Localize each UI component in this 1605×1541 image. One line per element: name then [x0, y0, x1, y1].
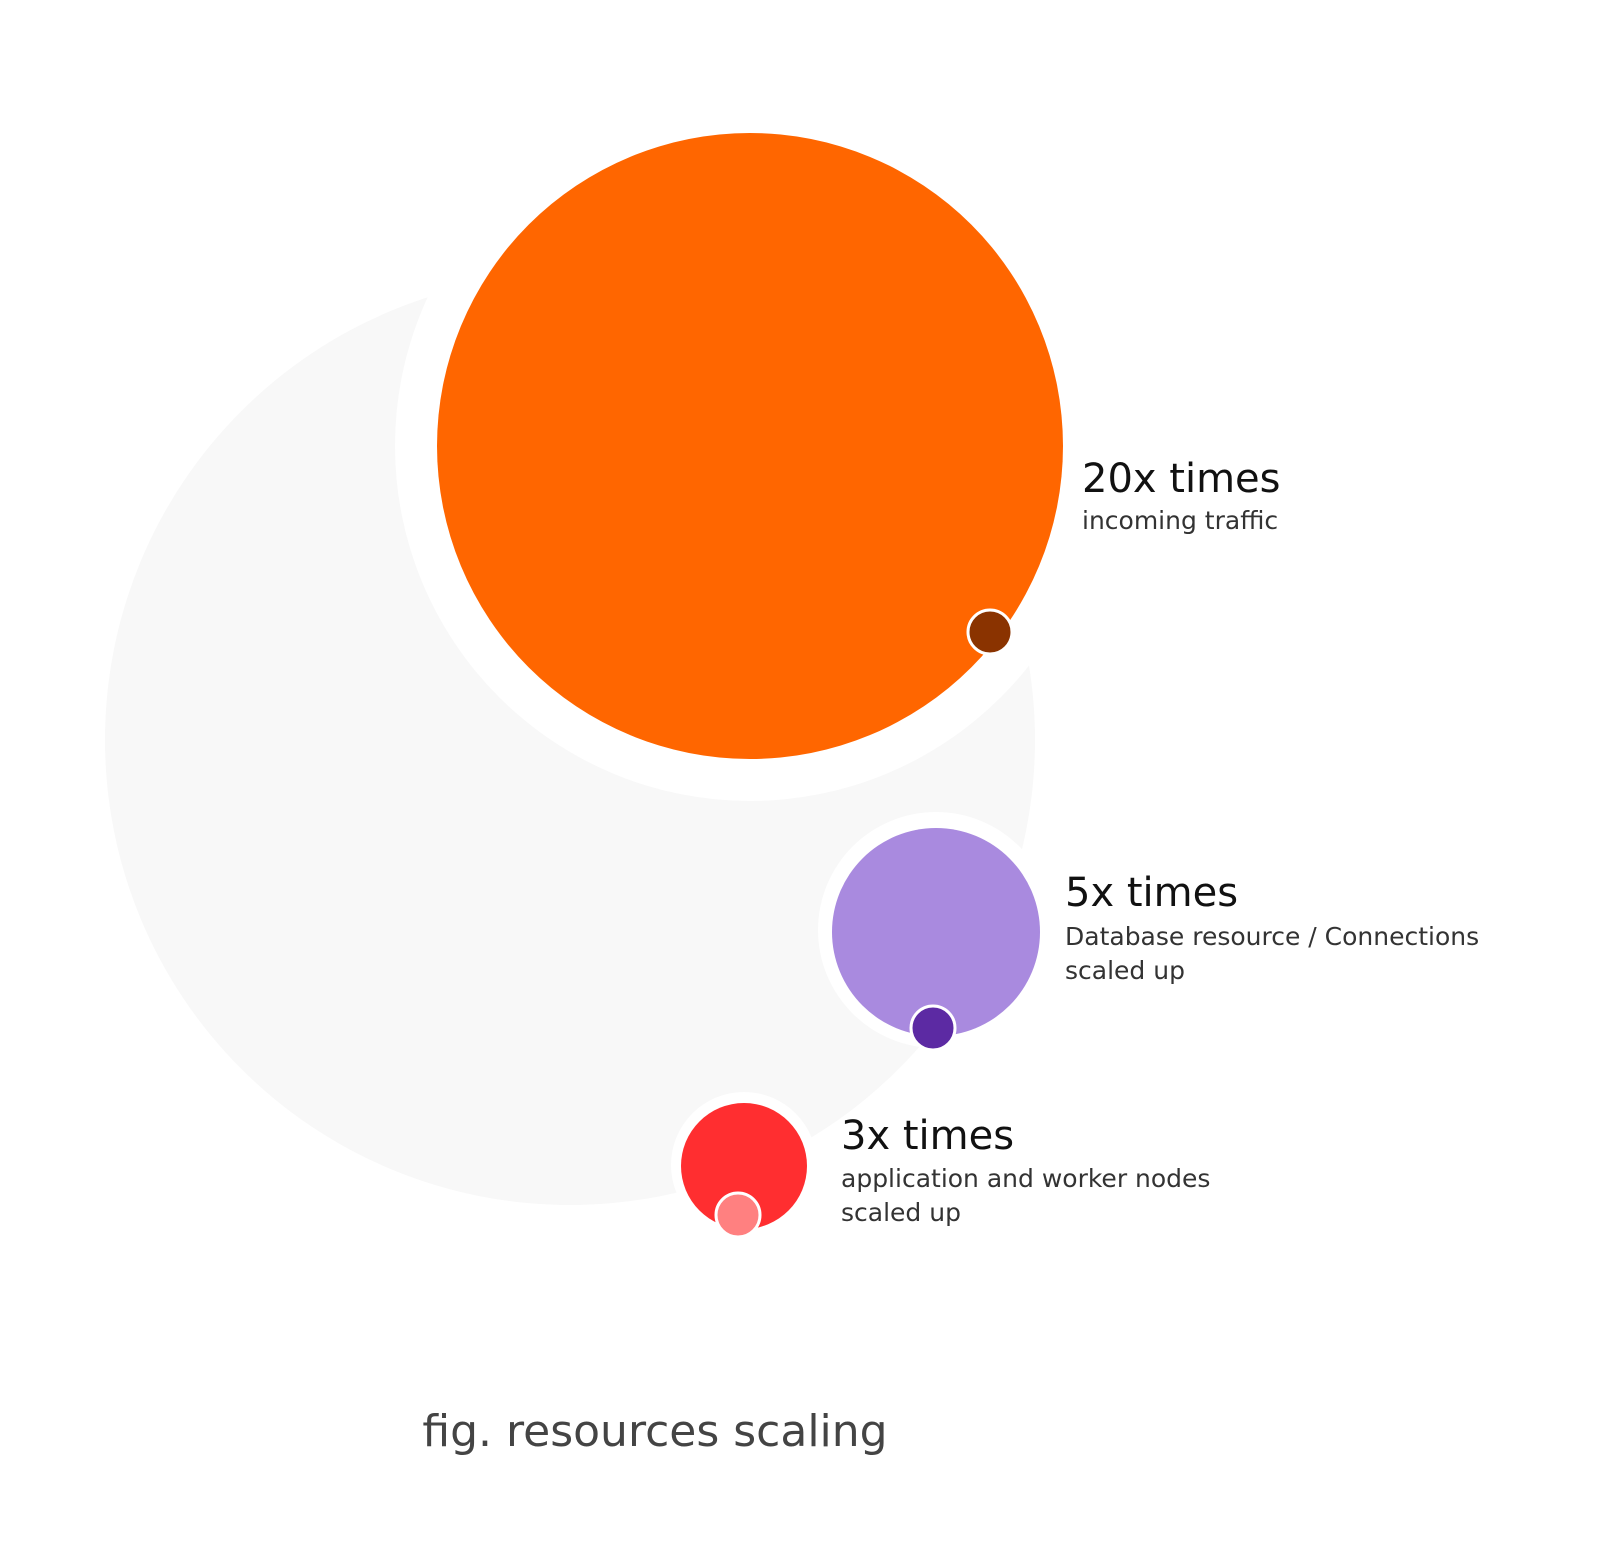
app-label: 3x times application and worker nodes sc… [841, 1113, 1210, 1227]
database-circle [832, 828, 1040, 1036]
database-subtitle-line-2: scaled up [1065, 956, 1185, 985]
traffic-dot [966, 608, 1014, 656]
database-title: 5x times [1065, 870, 1238, 916]
database-label: 5x times Database resource / Connections… [1065, 870, 1479, 985]
figure-caption: fig. resources scaling [422, 1406, 887, 1457]
traffic-bubble [395, 91, 1105, 801]
app-circle [681, 1103, 807, 1229]
traffic-subtitle: incoming traffic [1082, 506, 1278, 535]
app-title: 3x times [841, 1113, 1014, 1159]
app-bubble [671, 1092, 817, 1239]
app-subtitle-line-1: application and worker nodes [841, 1164, 1210, 1193]
traffic-title: 20x times [1082, 456, 1281, 502]
traffic-label: 20x times incoming traffic [1082, 456, 1281, 535]
database-bubble [818, 812, 1054, 1052]
app-subtitle-line-2: scaled up [841, 1198, 961, 1227]
database-subtitle-line-1: Database resource / Connections [1065, 922, 1479, 951]
database-dot [909, 1004, 957, 1052]
app-dot [714, 1191, 762, 1239]
traffic-circle [437, 133, 1063, 759]
